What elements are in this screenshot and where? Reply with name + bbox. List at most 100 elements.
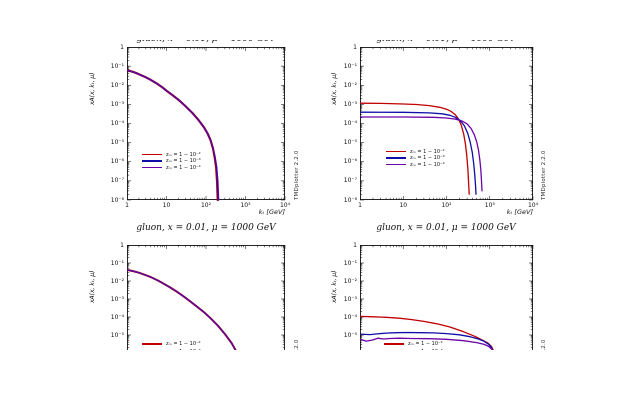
legend-label: zₘ = 1 − 10⁻³ <box>410 155 445 161</box>
x-tick-label: 10³ <box>240 202 251 209</box>
legend-label: zₘ = 1 − 10⁻³ <box>166 158 201 164</box>
curve-blue <box>127 269 237 350</box>
tmdplotter-watermark: TMDplotter 2.2.0 <box>541 339 547 389</box>
axis-ticks <box>127 245 286 348</box>
curve-purple <box>360 337 494 350</box>
curve-blue <box>360 111 477 195</box>
legend-swatch-blue <box>386 157 406 159</box>
curve-red <box>127 69 219 201</box>
legend-swatch-blue <box>142 351 162 353</box>
y-tick-label: 10⁻³ <box>110 295 124 303</box>
y-tick-label: 10⁻⁵ <box>343 139 357 147</box>
legend-swatch-blue <box>142 160 162 162</box>
y-tick-label: 10⁻⁷ <box>110 177 124 185</box>
tmdplotter-watermark: TMDplotter 2.2.0 <box>294 339 300 389</box>
y-tick-label: 1 <box>353 241 357 249</box>
legend-swatch-red <box>384 343 404 345</box>
plot-title: gluon, x = 0.01, μ = 1000 GeV <box>136 223 276 233</box>
curve-red <box>127 268 237 350</box>
legend-label: zₘ = 1 − 10⁻⁴ <box>166 356 201 362</box>
y-tick-label: 10⁻² <box>110 277 124 285</box>
y-tick-label: 10⁻⁸ <box>343 385 357 393</box>
plot-frame <box>127 47 286 201</box>
y-tick-label: 10⁻⁷ <box>110 367 124 375</box>
y-tick-label: 10⁻² <box>343 277 357 285</box>
x-tick-label: 1 <box>125 202 129 209</box>
y-tick-label: 10⁻⁸ <box>343 196 357 204</box>
plot-title: gluon, x = 0.01, μ = 1000 GeV <box>136 34 276 44</box>
x-tick-label: 10⁴ <box>527 202 539 209</box>
legend-swatch-red <box>142 153 162 156</box>
legend-label: zₘ = 1 − 10⁻⁴ <box>410 161 445 168</box>
x-axis-label: kₜ [GeV] <box>506 208 533 216</box>
curve-blue <box>127 69 220 201</box>
plot-title: gluon, x = 0.01, μ = 1000 GeV <box>376 34 516 44</box>
legend-swatch-purple <box>142 166 162 169</box>
plot-frame <box>127 245 286 350</box>
curve-purple <box>127 269 236 350</box>
y-tick-label: 10⁻⁷ <box>343 367 357 375</box>
x-tick-label: 10² <box>441 202 452 209</box>
plot-area <box>127 245 286 350</box>
y-tick-label: 10⁻⁵ <box>343 331 357 339</box>
curve-red <box>360 102 470 195</box>
y-tick-label: 10⁻¹ <box>110 259 124 267</box>
legend-swatch-purple <box>142 358 162 360</box>
legend-swatch-purple <box>386 163 406 166</box>
y-tick-label: 10⁻⁶ <box>110 158 124 166</box>
legend-label: zₘ = 1 − 10⁻³ <box>166 348 201 355</box>
legend-label: zₘ = 1 − 10⁻² <box>166 341 201 347</box>
legend-label: zₘ = 1 − 10⁻⁴ <box>166 164 201 171</box>
y-tick-label: 10⁻¹ <box>343 259 357 267</box>
y-tick-label: 10⁻² <box>343 81 357 89</box>
legend-label: zₘ = 1 − 10⁻² <box>410 148 445 155</box>
y-tick-label: 10⁻⁶ <box>343 158 357 166</box>
y-tick-label: 1 <box>120 43 124 51</box>
axis-ticks <box>360 245 534 348</box>
plot-area <box>360 245 534 350</box>
plot-frame <box>360 47 534 201</box>
y-tick-label: 10⁻² <box>110 81 124 89</box>
curve-purple <box>127 69 220 201</box>
y-tick-label: 10⁻⁵ <box>110 139 124 147</box>
x-tick-label: 10² <box>200 202 212 209</box>
y-axis-label: xA(x, kₜ, μ) <box>89 270 96 303</box>
y-tick-label: 1 <box>120 241 124 249</box>
y-tick-label: 10⁻⁴ <box>110 120 124 127</box>
legend-label: zₘ = 1 − 10⁻⁴ <box>408 356 443 362</box>
y-tick-label: 1 <box>353 43 357 51</box>
legend-swatch-purple <box>384 358 404 360</box>
x-tick-label: 10⁴ <box>279 202 291 209</box>
x-tick-label: 10³ <box>484 202 495 209</box>
tmdplotter-watermark: TMDplotter 2.2.0 <box>294 150 300 200</box>
y-tick-label: 10⁻¹ <box>343 62 357 70</box>
y-tick-label: 10⁻⁴ <box>343 120 357 127</box>
y-tick-label: 10⁻¹ <box>110 62 124 70</box>
y-tick-label: 10⁻⁵ <box>110 331 124 339</box>
legend-label: zₘ = 1 − 10⁻³ <box>408 348 443 355</box>
plot-area <box>127 47 286 201</box>
y-tick-label: 10⁻⁴ <box>110 313 124 321</box>
axis-ticks <box>127 47 286 201</box>
x-tick-label: 1 <box>358 202 362 209</box>
y-tick-label: 10⁻³ <box>110 100 124 108</box>
y-tick-label: 10⁻⁶ <box>343 349 357 357</box>
x-axis-label: kₜ [GeV] <box>258 208 285 216</box>
legend-swatch-blue <box>384 351 404 353</box>
y-tick-label: 10⁻⁴ <box>343 313 357 321</box>
y-tick-label: 10⁻⁷ <box>343 177 357 185</box>
y-tick-label: 10⁻³ <box>343 100 357 108</box>
y-tick-label: 10⁻⁶ <box>110 349 124 357</box>
y-axis-label: xA(x, kₜ, μ) <box>89 72 96 105</box>
legend-swatch-red <box>386 150 406 153</box>
plot-area <box>360 47 534 201</box>
legend-label: zₘ = 1 − 10⁻² <box>166 151 201 158</box>
x-tick-label: 10 <box>399 202 408 209</box>
y-tick-label: 10⁻³ <box>343 295 357 303</box>
tmdplotter-watermark: TMDplotter 2.2.0 <box>541 150 547 200</box>
x-tick-label: 10 <box>162 202 171 209</box>
curve-purple <box>360 116 483 192</box>
plot-title: gluon, x = 0.01, μ = 1000 GeV <box>376 223 516 233</box>
legend-label: zₘ = 1 − 10⁻² <box>408 341 443 347</box>
